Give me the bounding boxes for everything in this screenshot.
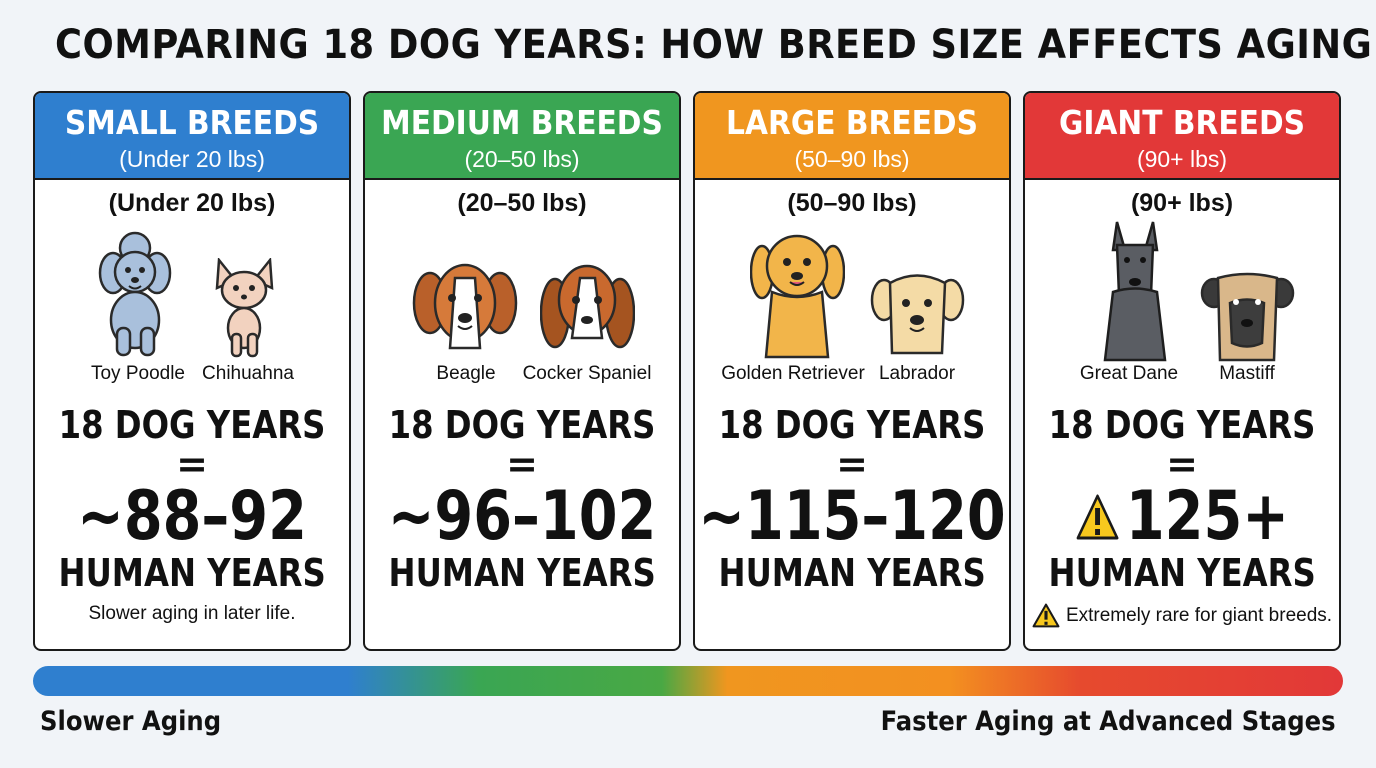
scale-left-label: Slower Aging	[40, 706, 222, 737]
dog-names: Toy Poodle Chihuahna	[35, 363, 349, 389]
card-giant-breeds: GIANT BREEDS (90+ lbs) (90+ lbs)	[1023, 91, 1341, 651]
dog-years-label: 18 DOG YEARS	[718, 403, 986, 447]
note-text: Slower aging in later life.	[88, 603, 296, 624]
human-years-number: 125+	[1125, 477, 1289, 556]
human-years-number: ~115–120	[698, 477, 1006, 556]
human-years-value: ~115–120	[698, 481, 1005, 553]
dog-illustrations	[1025, 221, 1339, 363]
labrador-icon	[870, 274, 965, 355]
dog-name-toy-poodle: Toy Poodle	[90, 363, 186, 384]
card-title: LARGE BREEDS	[726, 103, 978, 142]
human-years-number: ~96–102	[387, 477, 657, 556]
aging-scale-bar	[33, 666, 1343, 696]
card-weight-range: (Under 20 lbs)	[119, 146, 265, 172]
card-small-breeds: SMALL BREEDS (Under 20 lbs) (Under 20 lb…	[33, 91, 351, 651]
great-dane-icon	[1103, 221, 1167, 362]
dog-name-chihuahua: Chihuahna	[202, 363, 294, 384]
card-sub-range: (Under 20 lbs)	[108, 189, 276, 217]
human-years-value: ~96–102	[388, 481, 657, 553]
card-title: SMALL BREEDS	[64, 103, 320, 142]
card-weight-range: (20–50 lbs)	[464, 146, 580, 172]
golden-retriever-icon	[750, 234, 845, 359]
scale-right-label: Faster Aging at Advanced Stages	[880, 706, 1336, 737]
dog-name-great-dane: Great Dane	[1079, 363, 1179, 384]
card-header: MEDIUM BREEDS (20–50 lbs)	[365, 93, 679, 180]
page-title: COMPARING 18 DOG YEARS: HOW BREED SIZE A…	[55, 22, 1376, 68]
human-years-label: HUMAN YEARS	[718, 551, 986, 595]
warning-icon	[1032, 603, 1060, 628]
human-years-value: 125+	[1053, 481, 1310, 553]
dog-years-label: 18 DOG YEARS	[388, 403, 656, 447]
dog-name-mastiff: Mastiff	[1219, 363, 1275, 384]
dog-name-beagle: Beagle	[436, 363, 496, 384]
breed-cards: SMALL BREEDS (Under 20 lbs) (Under 20 lb…	[33, 91, 1343, 653]
human-years-number: ~88–92	[77, 477, 307, 556]
warning-icon	[1076, 494, 1119, 540]
card-note: Slower aging in later life.	[35, 603, 349, 625]
card-title: GIANT BREEDS	[1058, 103, 1306, 142]
equals-sign: =	[506, 442, 538, 486]
toy-poodle-icon	[98, 231, 172, 357]
card-weight-range: (90+ lbs)	[1136, 146, 1228, 172]
card-title: MEDIUM BREEDS	[381, 103, 663, 142]
human-years-value: ~88–92	[63, 481, 320, 553]
mastiff-icon	[1200, 272, 1295, 362]
dog-years-label: 18 DOG YEARS	[1048, 403, 1316, 447]
card-sub-range: (20–50 lbs)	[457, 189, 587, 217]
cocker-spaniel-icon	[540, 264, 635, 349]
dog-years-label: 18 DOG YEARS	[58, 403, 326, 447]
human-years-label: HUMAN YEARS	[58, 551, 326, 595]
beagle-icon	[412, 263, 518, 350]
dog-name-golden-retriever: Golden Retriever	[721, 363, 865, 384]
card-header: GIANT BREEDS (90+ lbs)	[1025, 93, 1339, 180]
card-weight-range: (50–90 lbs)	[794, 146, 910, 172]
dog-illustrations	[35, 228, 349, 363]
equals-sign: =	[176, 442, 208, 486]
dog-name-labrador: Labrador	[878, 363, 956, 384]
note-text: Extremely rare for giant breeds.	[1065, 604, 1333, 626]
card-header: LARGE BREEDS (50–90 lbs)	[695, 93, 1009, 180]
dog-names: Great Dane Mastiff	[1025, 363, 1339, 389]
card-header: SMALL BREEDS (Under 20 lbs)	[35, 93, 349, 180]
dog-names: Beagle Cocker Spaniel	[365, 363, 679, 389]
human-years-label: HUMAN YEARS	[1048, 551, 1316, 595]
dog-illustrations	[365, 228, 679, 363]
dog-name-cocker-spaniel: Cocker Spaniel	[522, 363, 652, 384]
card-sub-range: (50–90 lbs)	[787, 189, 917, 217]
card-note: Extremely rare for giant breeds.	[1025, 603, 1339, 628]
card-large-breeds: LARGE BREEDS (50–90 lbs) (50–90 lbs)	[693, 91, 1011, 651]
dog-names: Golden Retriever Labrador	[695, 363, 1009, 389]
equals-sign: =	[1166, 442, 1198, 486]
equals-sign: =	[836, 442, 868, 486]
card-medium-breeds: MEDIUM BREEDS (20–50 lbs) (20–50 lbs)	[363, 91, 681, 651]
human-years-label: HUMAN YEARS	[388, 551, 656, 595]
chihuahua-icon	[215, 258, 274, 358]
card-sub-range: (90+ lbs)	[1130, 189, 1234, 217]
dog-illustrations	[695, 228, 1009, 363]
